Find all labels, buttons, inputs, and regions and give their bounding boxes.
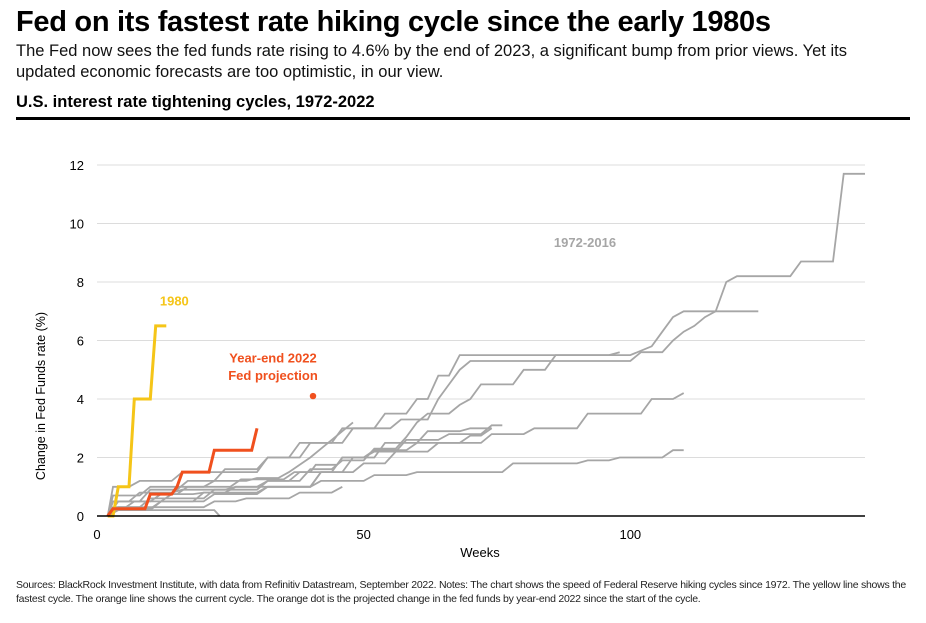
chart-title: U.S. interest rate tightening cycles, 19… [16, 93, 375, 111]
series-line-1972-2016 [107, 351, 620, 517]
annotations: 1980 Year-end 2022 Fed projection 1972-2016 [160, 235, 616, 383]
x-axis-label: Weeks [460, 545, 500, 560]
series-line-1972-2016 [106, 172, 865, 517]
fed-projection-dot [309, 392, 317, 400]
series-lines [106, 172, 865, 518]
subtitle: The Fed now sees the fed funds rate risi… [16, 42, 847, 81]
annotation-label: Fed projection [228, 368, 318, 383]
y-tick-label: 2 [77, 451, 84, 466]
series-line-1972-2016 [106, 486, 343, 517]
x-tick-label: 0 [93, 527, 100, 542]
x-tick-labels: 0 50 100 [93, 527, 641, 542]
series-line-current-cycle [106, 427, 259, 517]
chart: 0 2 4 6 8 10 12 0 50 100 Change in Fed Funds rat… [34, 158, 865, 560]
series-line-1972-2016 [107, 509, 221, 517]
series-line-1972-2016 [107, 424, 503, 517]
y-tick-label: 0 [77, 509, 84, 524]
y-tick-label: 12 [70, 158, 84, 173]
y-tick-label: 6 [77, 334, 84, 349]
annotation-label: 1980 [160, 293, 189, 308]
y-tick-label: 4 [77, 392, 84, 407]
y-tick-label: 10 [70, 217, 84, 232]
annotation-label: Year-end 2022 [229, 350, 316, 365]
series-line-1980 [107, 324, 167, 518]
y-tick-label: 8 [77, 275, 84, 290]
headline: Fed on its fastest rate hiking cycle sin… [16, 6, 771, 38]
annotation-label: 1972-2016 [554, 235, 616, 250]
title-rule [16, 117, 910, 120]
x-tick-label: 100 [619, 527, 641, 542]
y-tick-labels: 0 2 4 6 8 10 12 [70, 158, 84, 524]
x-tick-label: 50 [356, 527, 370, 542]
grid-lines [97, 164, 865, 458]
y-axis-label: Change in Fed Funds rate (%) [34, 312, 48, 480]
footnote: Sources: BlackRock Investment Institute,… [16, 579, 906, 605]
series-line-1972-2016 [106, 421, 354, 517]
series-line-1972-2016 [106, 449, 684, 517]
